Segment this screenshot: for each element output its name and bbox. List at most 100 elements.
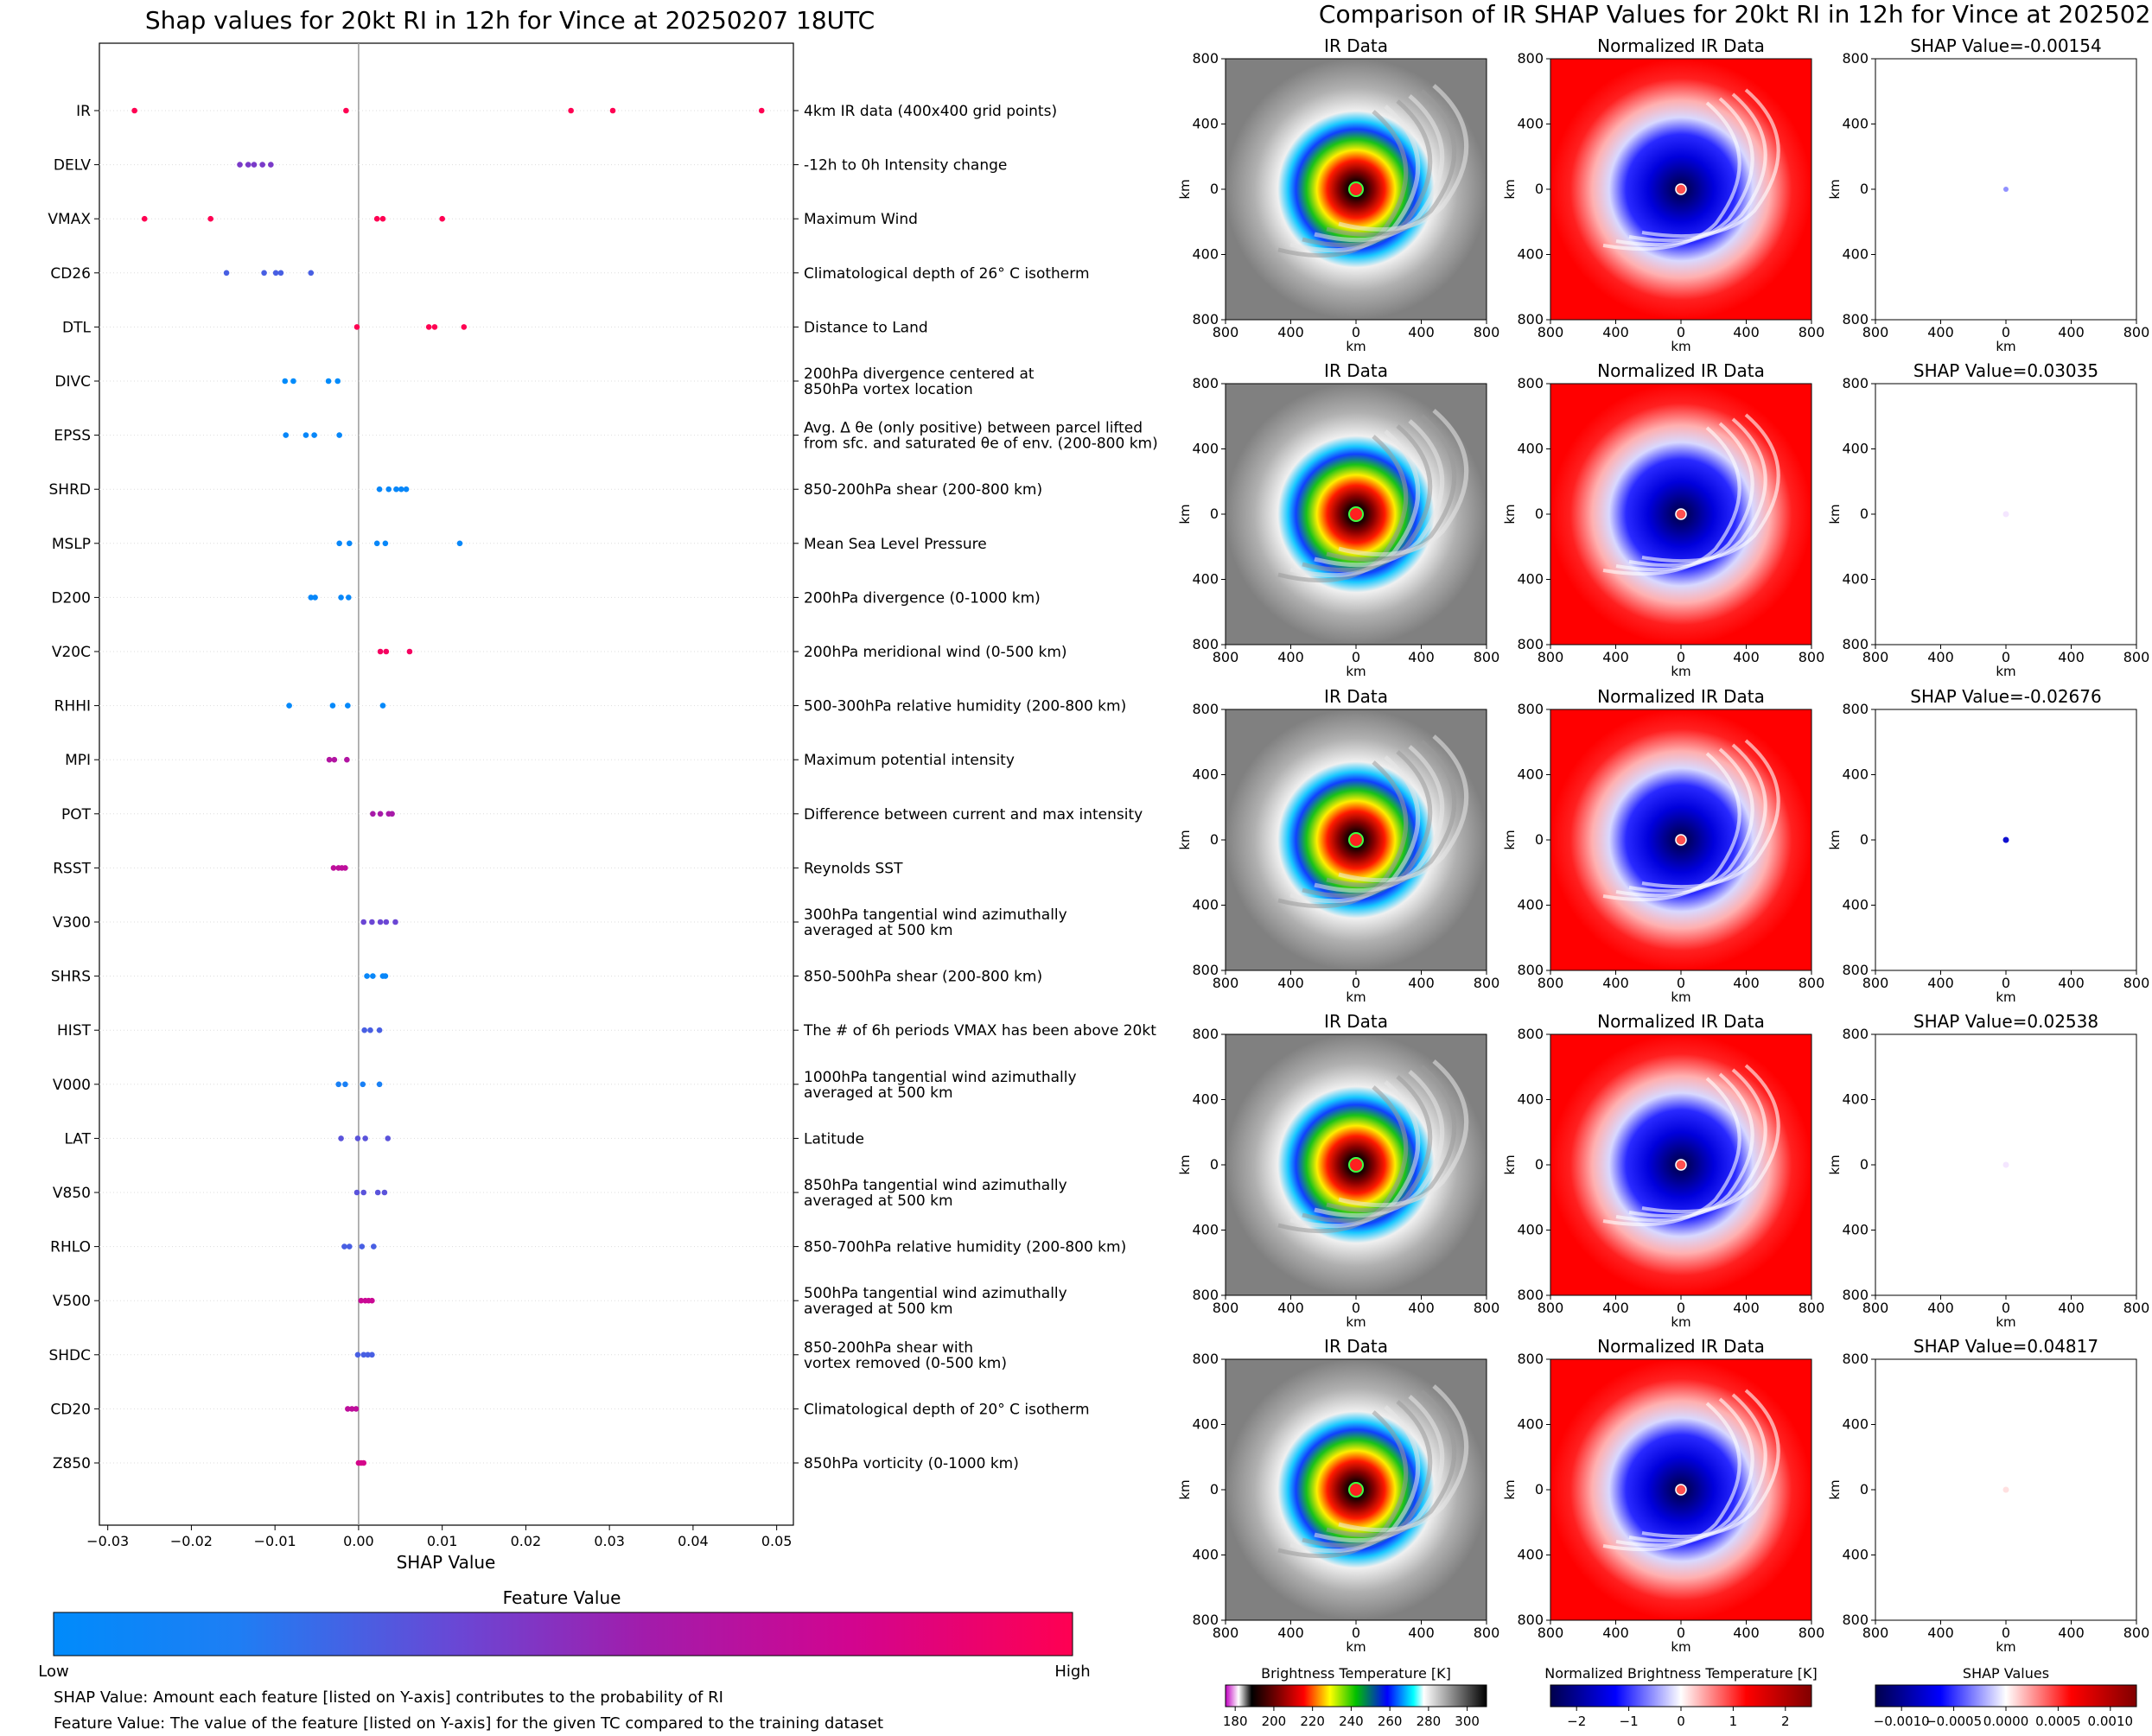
panel-y-tick-label: 0	[1860, 831, 1869, 848]
panel-x-tick-label: 0	[1352, 1625, 1360, 1641]
panel-y-tick-label: 400	[1192, 246, 1219, 263]
panel-x-tick-label: 0	[1352, 975, 1360, 991]
panel-x-axis-label: km	[1671, 1639, 1690, 1655]
right-colorbar-tick-label: −0.0010	[1874, 1714, 1930, 1729]
panel-title: IR Data	[1324, 686, 1388, 707]
panel-x-tick-label: 0	[2002, 1625, 2010, 1641]
shap-center-marker	[2002, 1486, 2009, 1493]
shap-point	[361, 1027, 367, 1033]
panel-y-tick-label: 800	[1192, 311, 1219, 327]
panel-y-axis-label: km	[1827, 504, 1843, 524]
panel-x-tick-label: 800	[1862, 1625, 1889, 1641]
panel-y-tick-label: 800	[1842, 311, 1869, 327]
shap-map-panel: SHAP Value=0.048178008004004000040040080…	[1827, 1336, 2149, 1655]
shap-center-marker	[2003, 187, 2009, 192]
shap-point	[376, 1027, 383, 1033]
panel-x-tick-label: 400	[2058, 1625, 2085, 1641]
panel-x-tick-label: 800	[1474, 1625, 1500, 1641]
panel-y-tick-label: 0	[1860, 1156, 1869, 1173]
panel-y-tick-label: 400	[1842, 1416, 1869, 1433]
panel-y-tick-label: 800	[1842, 50, 1869, 67]
panel-title: Normalized IR Data	[1597, 35, 1765, 56]
left-chart-title: Shap values for 20kt RI in 12h for Vince…	[145, 6, 875, 35]
panel-title: SHAP Value=0.04817	[1913, 1336, 2098, 1357]
shap-beeswarm-plot: IR 4km IR data (400x400 grid points) DELV -…	[48, 43, 1158, 1549]
feature-label-v850: V850	[53, 1185, 91, 1202]
panel-y-tick-label: 400	[1842, 116, 1869, 132]
shap-point	[259, 162, 265, 168]
shap-point	[456, 540, 463, 547]
panel-x-tick-label: 400	[2058, 649, 2085, 665]
panel-y-tick-label: 400	[1517, 571, 1544, 588]
panel-y-tick-label: 400	[1192, 1416, 1219, 1433]
cloud-band	[1641, 739, 1780, 889]
eye-marker	[1348, 506, 1364, 522]
panel-y-tick-label: 800	[1192, 50, 1219, 67]
panel-y-tick-label: 800	[1842, 1287, 1869, 1303]
cloud-band	[1615, 1397, 1754, 1548]
cloud-band	[1314, 1395, 1445, 1543]
shap-point	[290, 378, 296, 385]
panel-x-tick-label: 800	[1213, 1625, 1239, 1641]
eye-marker	[1675, 1484, 1687, 1496]
panel-x-tick-label: 400	[1408, 1625, 1435, 1641]
panel-x-axis-label: km	[1996, 1314, 2015, 1330]
panel-y-axis-label: km	[1177, 179, 1193, 199]
shap-point	[360, 1189, 367, 1196]
shap-map-panel: SHAP Value=0.025388008004004000040040080…	[1827, 1011, 2149, 1330]
shap-point	[336, 432, 342, 438]
panel-y-tick-label: 400	[1517, 441, 1544, 457]
shap-point	[345, 703, 351, 709]
feature-desc-pot: Difference between current and max inten…	[804, 806, 1143, 823]
shap-point	[369, 919, 375, 925]
panel-y-tick-label: 800	[1517, 50, 1544, 67]
panel-x-tick-label: 0	[1352, 1300, 1360, 1316]
panel-x-tick-label: 400	[1277, 975, 1304, 991]
shap-point	[353, 324, 360, 330]
panel-y-tick-label: 400	[1192, 441, 1219, 457]
shap-point	[364, 973, 370, 979]
cloud-band	[1338, 84, 1469, 232]
shap-point	[237, 162, 243, 168]
panel-x-tick-label: 800	[2123, 1625, 2150, 1641]
feature-label-delv: DELV	[54, 157, 91, 175]
panel-x-tick-label: 800	[2123, 975, 2150, 991]
shap-point	[373, 540, 380, 547]
feature-desc-cd20: Climatological depth of 20° C isotherm	[804, 1401, 1090, 1418]
shap-point	[382, 540, 389, 547]
right-colorbar	[1550, 1684, 1812, 1707]
cloud-band	[1338, 1384, 1469, 1533]
shap-point	[346, 1243, 353, 1250]
eye-marker	[1348, 181, 1364, 197]
panel-x-tick-label: 400	[1602, 975, 1629, 991]
panel-y-tick-label: 0	[1535, 506, 1544, 522]
panel-y-tick-label: 800	[1842, 636, 1869, 652]
right-colorbar-label: Brightness Temperature [K]	[1261, 1665, 1451, 1682]
panel-y-tick-label: 0	[1210, 831, 1219, 848]
feature-label-v300: V300	[53, 914, 91, 932]
cloud-band	[1338, 734, 1469, 883]
feature-desc-delv: -12h to 0h Intensity change	[804, 157, 1007, 175]
feature-desc-dtl: Distance to Land	[804, 319, 928, 336]
shap-point	[346, 540, 353, 547]
x-tick-label: 0.03	[594, 1533, 625, 1549]
panel-y-tick-label: 400	[1842, 441, 1869, 457]
feature-desc-v850: averaged at 500 km	[804, 1192, 953, 1210]
shap-point	[376, 486, 383, 493]
panel-y-tick-label: 800	[1192, 701, 1219, 717]
panel-x-tick-label: 800	[1474, 1300, 1500, 1316]
cloud-band	[1602, 101, 1741, 251]
feature-label-epss: EPSS	[54, 428, 91, 445]
feature-desc-shdc: 850-200hPa shear with	[804, 1339, 973, 1357]
right-chart-title: Comparison of IR SHAP Values for 20kt RI…	[1319, 0, 2152, 29]
panel-y-tick-label: 800	[1192, 1612, 1219, 1628]
panel-y-tick-label: 800	[1192, 1287, 1219, 1303]
panel-x-tick-label: 400	[1408, 324, 1435, 340]
panel-x-tick-label: 400	[1927, 649, 1954, 665]
panel-y-tick-label: 0	[1210, 1481, 1219, 1498]
panel-x-tick-label: 400	[1733, 1300, 1760, 1316]
shap-point	[373, 215, 380, 222]
